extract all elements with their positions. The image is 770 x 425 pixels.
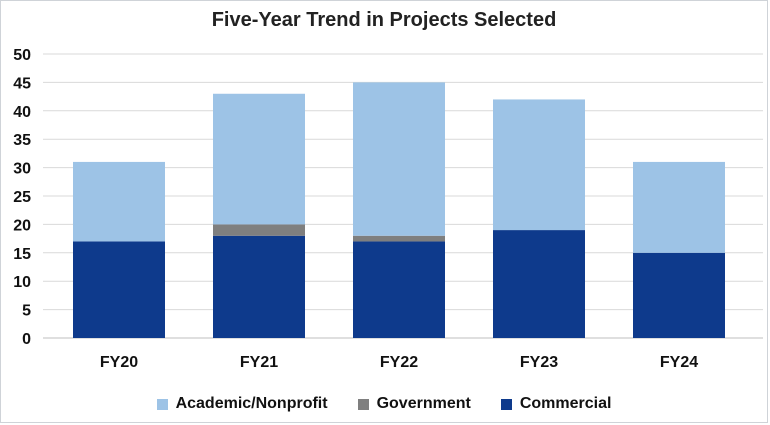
y-tick-label: 0 xyxy=(22,331,31,348)
y-tick-label: 35 xyxy=(13,132,31,149)
x-tick-label: FY23 xyxy=(520,354,558,371)
legend-label: Commercial xyxy=(519,395,612,412)
legend-item: Commercial xyxy=(500,395,612,413)
bar-government-fy21 xyxy=(213,224,305,236)
legend-label: Government xyxy=(376,395,471,412)
x-axis-ticks: FY20 FY21 FY22 FY23 FY24 xyxy=(100,354,698,371)
y-tick-label: 30 xyxy=(13,161,31,178)
bar-academic-nonprofit-fy21 xyxy=(213,93,305,225)
bar-academic-nonprofit-fy20 xyxy=(73,161,165,242)
y-tick-label: 5 xyxy=(22,303,31,320)
y-tick-label: 50 xyxy=(13,47,31,64)
y-tick-label: 15 xyxy=(13,246,31,263)
y-axis-ticks: 0 5 10 15 20 25 30 35 40 45 50 xyxy=(13,47,31,348)
bar-academic-nonprofit-fy23 xyxy=(493,99,585,231)
legend-item: Government xyxy=(357,395,471,413)
y-tick-label: 25 xyxy=(13,189,31,206)
x-tick-label: FY20 xyxy=(100,354,138,371)
legend-item: Academic/Nonprofit xyxy=(156,395,328,413)
bars xyxy=(73,82,725,338)
y-tick-label: 20 xyxy=(13,217,31,234)
x-tick-label: FY22 xyxy=(380,354,418,371)
bar-commercial-fy24 xyxy=(633,252,725,338)
chart-title: Five-Year Trend in Projects Selected xyxy=(211,9,557,31)
x-tick-label: FY24 xyxy=(660,354,698,371)
chart-legend: Academic/Nonprofit Government Commercial xyxy=(1,395,767,413)
bar-academic-nonprofit-fy24 xyxy=(633,161,725,253)
y-tick-label: 45 xyxy=(13,75,31,92)
bar-commercial-fy20 xyxy=(73,241,165,338)
legend-swatch xyxy=(156,398,168,410)
y-tick-label: 40 xyxy=(13,104,31,121)
bar-academic-nonprofit-fy22 xyxy=(353,82,445,236)
bar-commercial-fy23 xyxy=(493,230,585,338)
bar-commercial-fy22 xyxy=(353,241,445,338)
y-tick-label: 10 xyxy=(13,274,31,291)
legend-label: Academic/Nonprofit xyxy=(175,395,328,412)
bar-government-fy22 xyxy=(353,235,445,242)
bar-commercial-fy21 xyxy=(213,235,305,338)
legend-swatch xyxy=(357,398,369,410)
legend-swatch xyxy=(500,398,512,410)
x-tick-label: FY21 xyxy=(240,354,278,371)
